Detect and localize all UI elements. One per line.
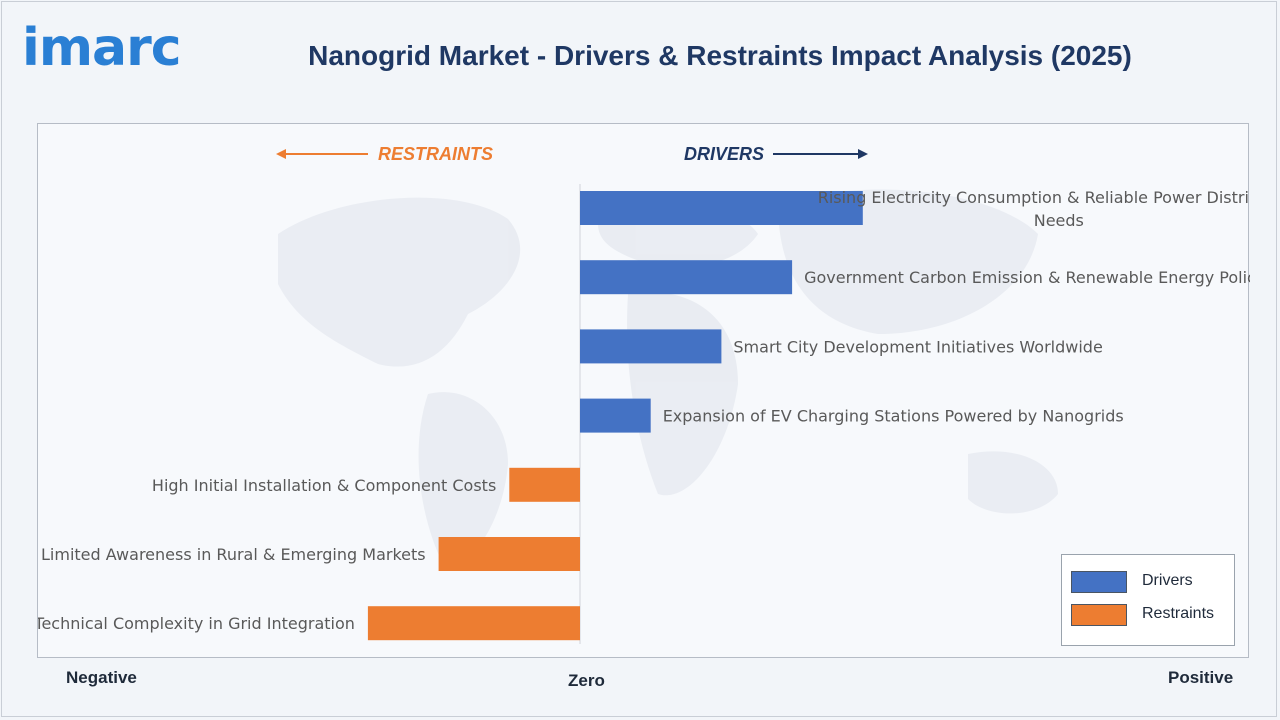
restraints-label: RESTRAINTS — [378, 144, 493, 164]
bar-label-2: Government Carbon Emission & Renewable E… — [804, 268, 1250, 287]
bar-restraint-6 — [438, 537, 580, 571]
bar-driver-1 — [580, 191, 863, 225]
bar-label-4: Expansion of EV Charging Stations Powere… — [663, 407, 1124, 426]
plot-area: RESTRAINTS DRIVERS Rising Electricity Con… — [37, 123, 1250, 658]
bar-label-7: Technical Complexity in Grid Integration — [38, 614, 355, 633]
legend-swatch-drivers — [1071, 571, 1127, 593]
imarc-logo: imarc — [22, 16, 202, 80]
bar-driver-4 — [580, 398, 651, 433]
axis-negative-label: Negative — [66, 668, 137, 687]
bar-label-5: High Initial Installation & Component Co… — [152, 476, 496, 495]
legend-swatch-restraints — [1071, 604, 1127, 626]
logo-text: imarc — [22, 18, 182, 78]
chart-title: Nanogrid Market - Drivers & Restraints I… — [308, 40, 1132, 71]
bar-labels-group: Rising Electricity Consumption & Reliabl… — [38, 188, 1250, 633]
direction-arrows: RESTRAINTS DRIVERS — [276, 144, 868, 164]
bar-label-3: Smart City Development Initiatives World… — [733, 337, 1102, 356]
legend-label-restraints: Restraints — [1142, 605, 1215, 622]
world-map-backdrop — [278, 189, 1058, 566]
axis-positive-label: Positive — [1168, 668, 1234, 687]
bar-label-1: Rising Electricity Consumption & Reliabl… — [818, 188, 1250, 230]
bar-driver-2 — [580, 260, 793, 295]
bars-group — [367, 184, 863, 644]
drivers-label: DRIVERS — [684, 144, 764, 164]
bar-restraint-5 — [509, 467, 580, 502]
legend: Drivers Restraints — [1061, 554, 1235, 646]
bar-restraint-7 — [367, 606, 580, 641]
legend-label-drivers: Drivers — [1142, 572, 1193, 589]
drivers-arrow-head — [858, 149, 868, 159]
restraints-arrow-head — [276, 149, 286, 159]
bar-label-6: Limited Awareness in Rural & Emerging Ma… — [41, 545, 426, 564]
axis-zero-label: Zero — [568, 671, 605, 690]
bar-driver-3 — [580, 329, 722, 364]
chart-svg: RESTRAINTS DRIVERS Rising Electricity Con… — [38, 144, 1250, 644]
